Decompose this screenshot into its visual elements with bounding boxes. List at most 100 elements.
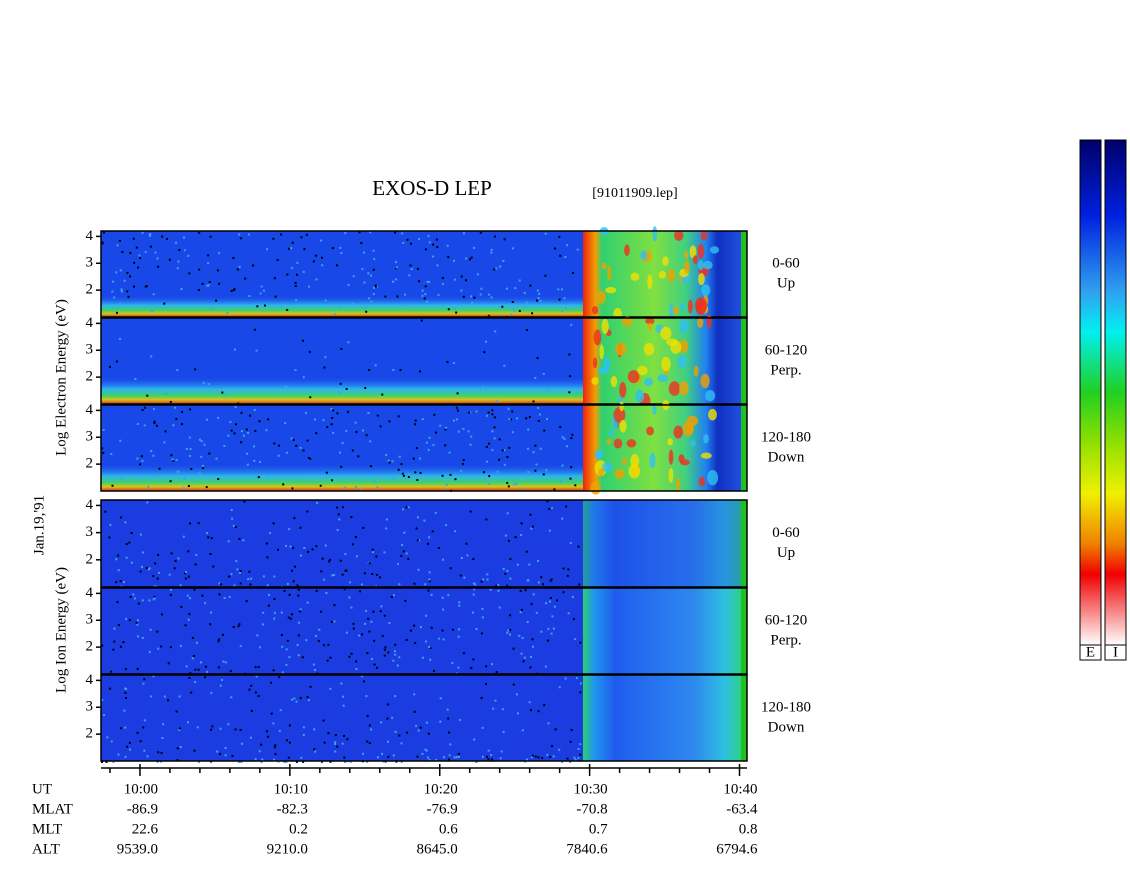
spectrogram-speck <box>413 693 416 696</box>
spectrogram-speck <box>293 517 296 520</box>
y-tick-label: 3 <box>86 524 94 540</box>
spectrogram-speck <box>252 264 255 267</box>
spectrogram-speck <box>603 356 611 372</box>
spectrogram-speck <box>219 753 222 756</box>
spectrogram-speck <box>647 274 653 290</box>
spectrogram-speck <box>426 756 429 759</box>
spectrogram-speck <box>455 756 458 759</box>
spectrogram-speck <box>457 628 460 631</box>
spectrogram-speck <box>289 617 292 620</box>
spectrogram-speck <box>392 754 395 757</box>
spectrogram-speck <box>176 369 179 372</box>
spectrogram-speck <box>234 406 237 409</box>
spectrogram-speck <box>115 271 118 274</box>
spectrogram-speck <box>537 756 540 759</box>
spectrogram-speck <box>272 722 275 725</box>
spectrogram-speck <box>187 254 190 257</box>
spectrogram-speck <box>161 613 164 616</box>
spectrogram-speck <box>506 481 509 484</box>
spectrogram-speck <box>184 577 187 580</box>
spectrogram-speck <box>142 726 145 729</box>
spectrogram-speck <box>488 442 491 445</box>
spectrogram-speck <box>516 417 519 420</box>
spectrogram-speck <box>365 695 368 698</box>
spectrogram-speck <box>112 760 115 763</box>
spectrogram-speck <box>320 610 323 613</box>
spectrogram-speck <box>448 451 451 454</box>
spectrogram-speck <box>317 639 320 642</box>
spectrogram-speck <box>301 656 304 659</box>
spectrogram-speck <box>521 729 524 732</box>
spectrogram-speck <box>602 462 613 473</box>
spectrogram-speck <box>535 463 538 466</box>
spectrogram-speck <box>561 517 564 520</box>
spectrogram-speck <box>572 618 575 621</box>
spectrogram-speck <box>547 389 550 392</box>
spectrogram-speck <box>538 292 541 295</box>
spectrogram-speck <box>410 242 413 245</box>
spectrogram-speck <box>513 309 516 312</box>
spectrogram-speck <box>524 589 527 592</box>
spectrogram-speck <box>518 634 521 637</box>
spectrogram-speck <box>518 309 521 312</box>
spectrogram-speck <box>188 436 191 439</box>
spectrogram-speck <box>407 476 410 479</box>
spectrogram-speck <box>336 745 339 748</box>
color-bar-label: I <box>1113 644 1118 660</box>
spectrogram-speck <box>368 369 371 372</box>
spectrogram-speck <box>201 282 204 285</box>
spectrogram-speck <box>362 752 365 755</box>
spectrogram-speck <box>141 231 144 234</box>
spectrogram-speck <box>161 235 164 238</box>
spectrogram-speck <box>364 622 367 625</box>
spectrogram-speck <box>266 735 269 738</box>
spectrogram-speck <box>408 473 411 476</box>
spectrogram-speck <box>348 596 351 599</box>
spectrogram-speck <box>507 485 510 488</box>
spectrogram-speck <box>351 302 354 305</box>
spectrogram-speck <box>272 237 275 240</box>
spectrogram-speck <box>126 271 129 274</box>
spectrogram-speck <box>115 360 118 363</box>
spectrogram-speck <box>523 305 526 308</box>
spectrogram-speck <box>457 666 460 669</box>
spectrogram-speck <box>529 709 532 712</box>
spectrogram-speck <box>622 316 633 327</box>
spectrogram-speck <box>565 307 568 310</box>
spectrogram-speck <box>370 728 373 731</box>
spectrogram-speck <box>123 279 126 282</box>
spectrogram-speck <box>445 524 448 527</box>
spectrogram-speck <box>453 756 456 759</box>
spectrogram-speck <box>679 319 689 334</box>
spectrogram-speck <box>331 417 334 420</box>
spectrogram-speck <box>439 720 442 723</box>
spectrogram-speck <box>495 267 498 270</box>
color-bar <box>1079 139 1102 646</box>
spectrogram-speck <box>232 257 235 260</box>
spectrogram-band <box>101 269 583 317</box>
spectrogram-speck <box>191 636 194 639</box>
spectrogram-speck <box>484 683 487 686</box>
spectrogram-speck <box>476 273 479 276</box>
spectrogram-speck <box>146 755 149 758</box>
spectrogram-speck <box>469 510 472 513</box>
spectrogram-speck <box>115 558 118 561</box>
spectrogram-speck <box>198 472 201 475</box>
spectrogram-speck <box>270 712 273 715</box>
spectrogram-speck <box>229 670 232 673</box>
spectrogram-speck <box>188 272 191 275</box>
spectrogram-speck <box>495 399 498 402</box>
spectrogram-speck <box>506 631 509 634</box>
spectrogram-speck <box>428 646 431 649</box>
spectrogram-speck <box>209 623 212 626</box>
spectrogram-speck <box>394 653 397 656</box>
spectrogram-speck <box>354 421 357 424</box>
spectrogram-speck <box>332 431 335 434</box>
spectrogram-speck <box>242 539 245 542</box>
spectrogram-speck <box>209 552 212 555</box>
spectrogram-speck <box>705 390 716 402</box>
spectrogram-speck <box>576 248 579 251</box>
spectrogram-speck <box>322 719 325 722</box>
spectrogram-speck <box>141 636 144 639</box>
spectrogram-speck <box>458 604 461 607</box>
